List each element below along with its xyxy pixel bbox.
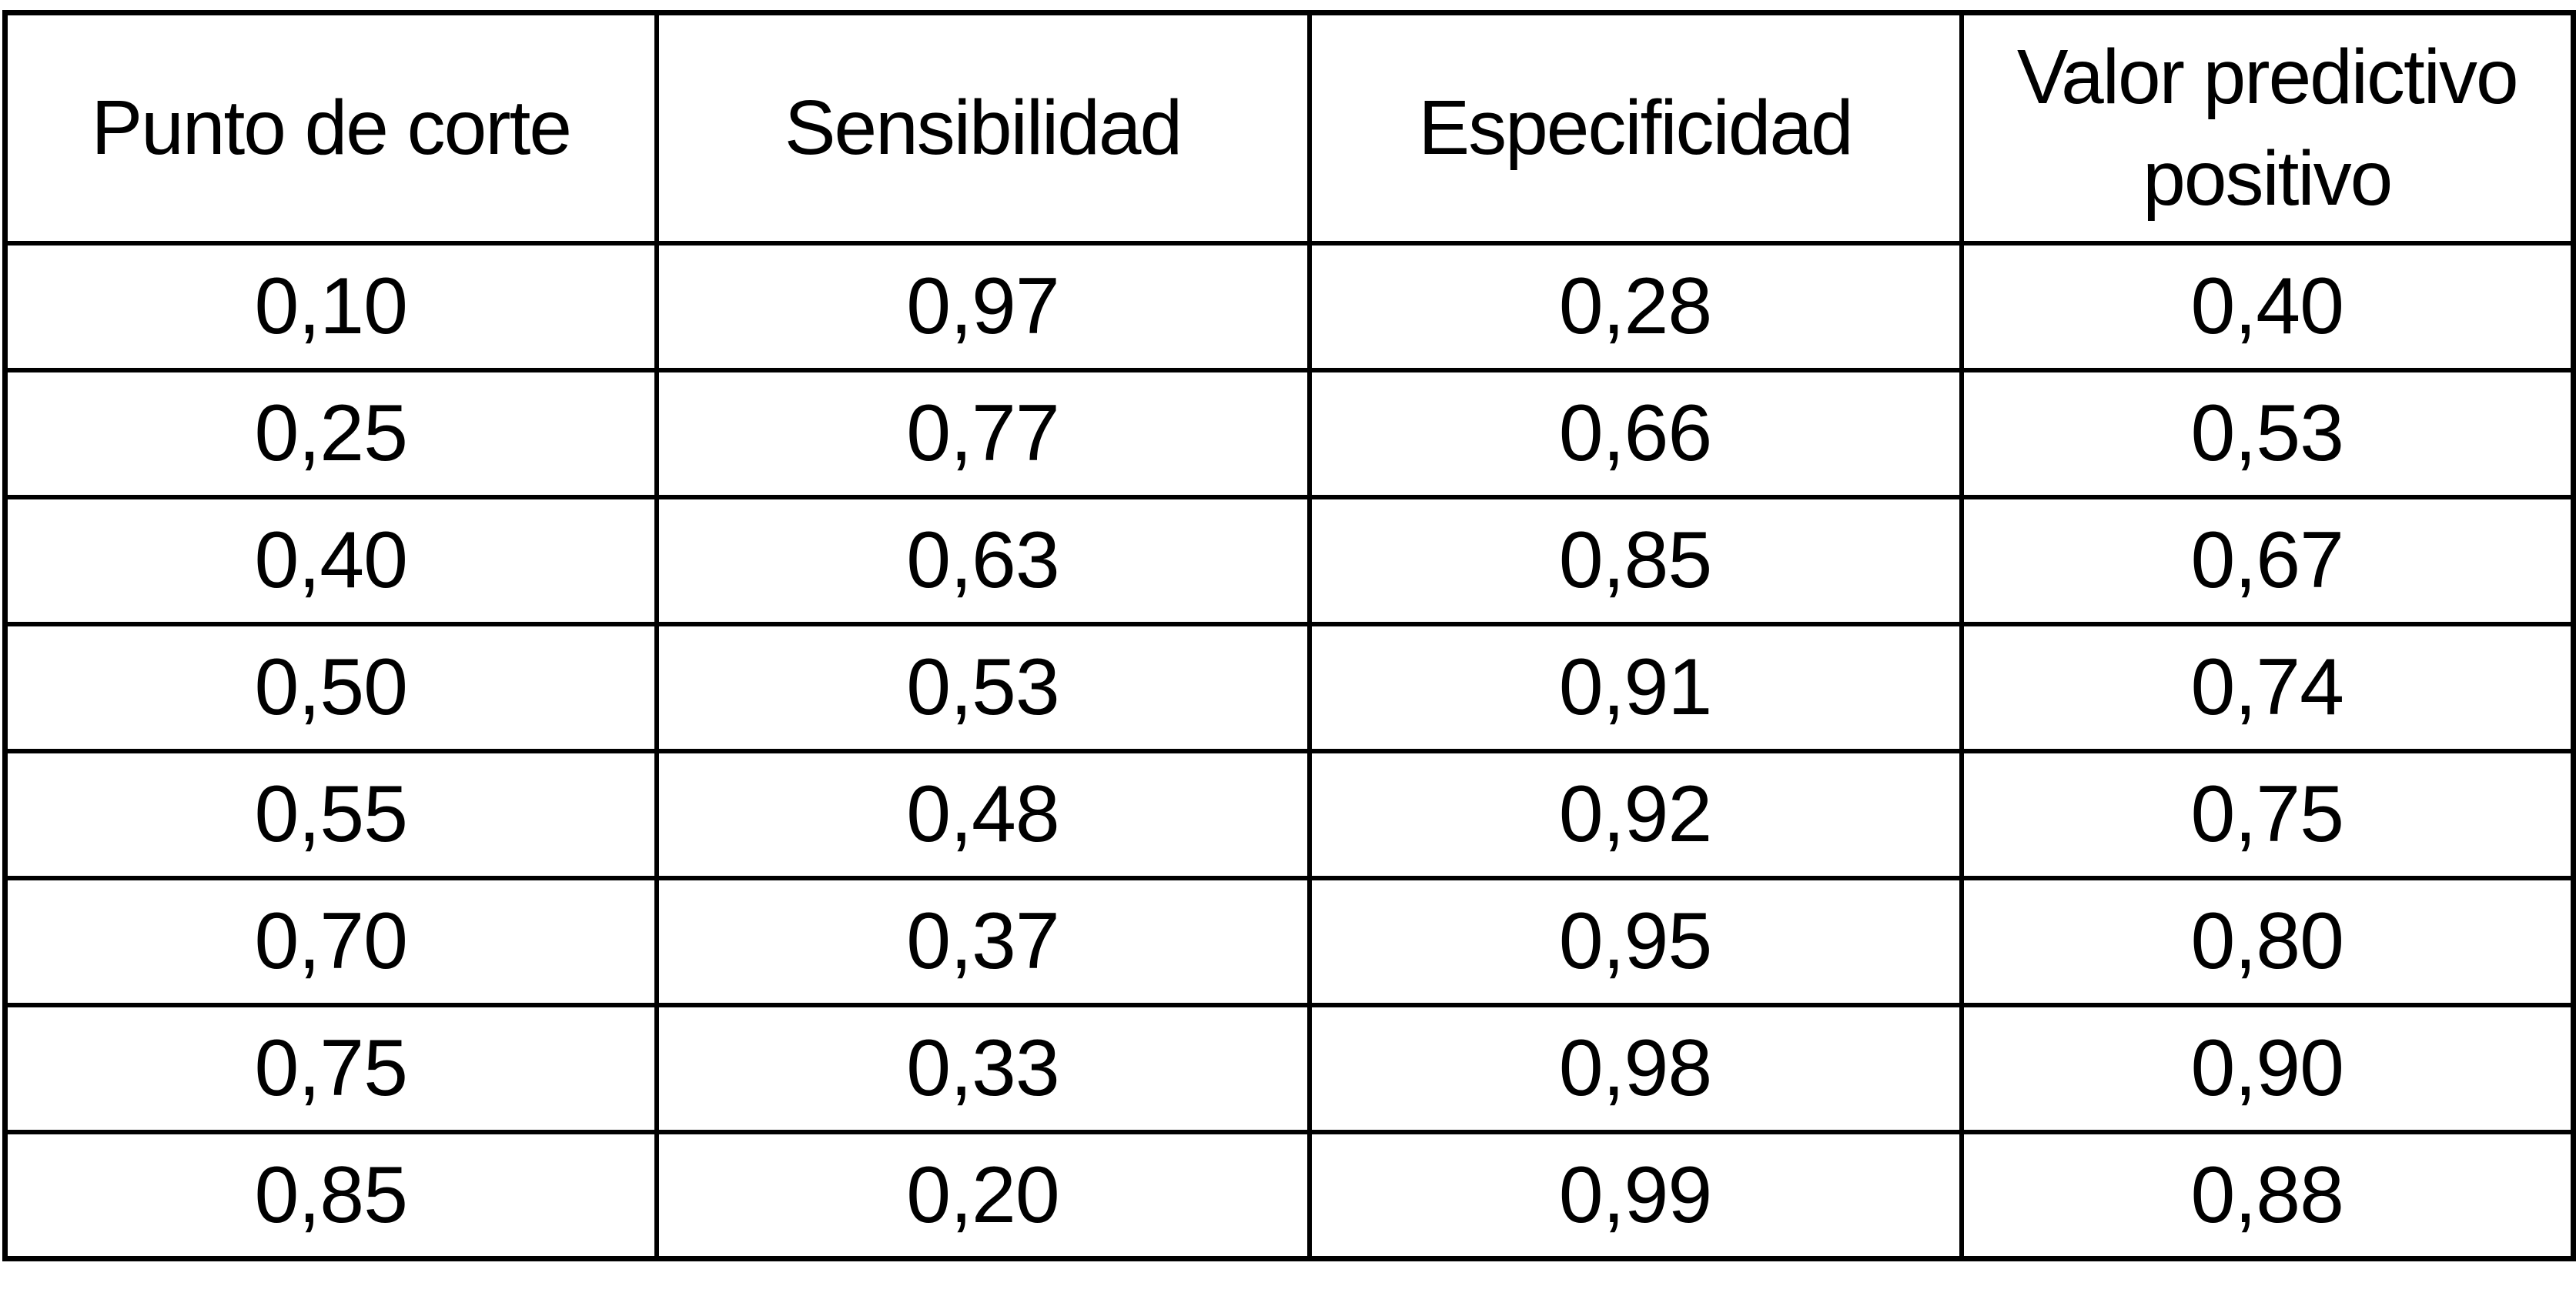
cell-sensibilidad: 0,20 [654, 1129, 1312, 1261]
cell-sensibilidad: 0,53 [654, 621, 1312, 753]
cell-sensibilidad: 0,37 [654, 875, 1312, 1007]
cell-valor-predictivo: 0,90 [1959, 1002, 2576, 1134]
table-row: 0,55 0,48 0,92 0,75 [2, 748, 2576, 880]
table-row: 0,75 0,33 0,98 0,90 [2, 1002, 2576, 1134]
header-line-2: positivo [2143, 135, 2393, 222]
cell-valor-predictivo: 0,53 [1959, 367, 2576, 499]
table-row: 0,85 0,20 0,99 0,88 [2, 1129, 2576, 1261]
cell-punto-de-corte: 0,40 [2, 494, 659, 626]
cell-especificidad: 0,98 [1306, 1002, 1964, 1134]
cell-punto-de-corte: 0,70 [2, 875, 659, 1007]
cell-sensibilidad: 0,97 [654, 240, 1312, 372]
column-header-especificidad: Especificidad [1306, 10, 1964, 246]
cell-valor-predictivo: 0,74 [1959, 621, 2576, 753]
header-line-1: Valor predictivo [2016, 34, 2519, 121]
cell-sensibilidad: 0,48 [654, 748, 1312, 880]
table-row: 0,70 0,37 0,95 0,80 [2, 875, 2576, 1007]
cell-especificidad: 0,28 [1306, 240, 1964, 372]
cell-punto-de-corte: 0,50 [2, 621, 659, 753]
cell-valor-predictivo: 0,75 [1959, 748, 2576, 880]
column-header-valor-predictivo-positivo: Valor predictivo positivo [1959, 10, 2576, 246]
cell-especificidad: 0,95 [1306, 875, 1964, 1007]
cell-especificidad: 0,92 [1306, 748, 1964, 880]
table-row: 0,25 0,77 0,66 0,53 [2, 367, 2576, 499]
cutoff-metrics-table: Punto de corte Sensibilidad Especificida… [2, 10, 2576, 1261]
cell-sensibilidad: 0,63 [654, 494, 1312, 626]
cell-punto-de-corte: 0,25 [2, 367, 659, 499]
cell-sensibilidad: 0,77 [654, 367, 1312, 499]
cell-valor-predictivo: 0,40 [1959, 240, 2576, 372]
cell-valor-predictivo: 0,80 [1959, 875, 2576, 1007]
cell-punto-de-corte: 0,10 [2, 240, 659, 372]
column-header-punto-de-corte: Punto de corte [2, 10, 659, 246]
header-row: Punto de corte Sensibilidad Especificida… [2, 10, 2576, 246]
table-row: 0,50 0,53 0,91 0,74 [2, 621, 2576, 753]
cell-valor-predictivo: 0,67 [1959, 494, 2576, 626]
cell-especificidad: 0,99 [1306, 1129, 1964, 1261]
cell-especificidad: 0,91 [1306, 621, 1964, 753]
column-header-sensibilidad: Sensibilidad [654, 10, 1312, 246]
table-row: 0,10 0,97 0,28 0,40 [2, 240, 2576, 372]
cell-especificidad: 0,85 [1306, 494, 1964, 626]
cell-punto-de-corte: 0,55 [2, 748, 659, 880]
cell-especificidad: 0,66 [1306, 367, 1964, 499]
cell-valor-predictivo: 0,88 [1959, 1129, 2576, 1261]
cell-sensibilidad: 0,33 [654, 1002, 1312, 1134]
table-row: 0,40 0,63 0,85 0,67 [2, 494, 2576, 626]
cell-punto-de-corte: 0,85 [2, 1129, 659, 1261]
cell-punto-de-corte: 0,75 [2, 1002, 659, 1134]
